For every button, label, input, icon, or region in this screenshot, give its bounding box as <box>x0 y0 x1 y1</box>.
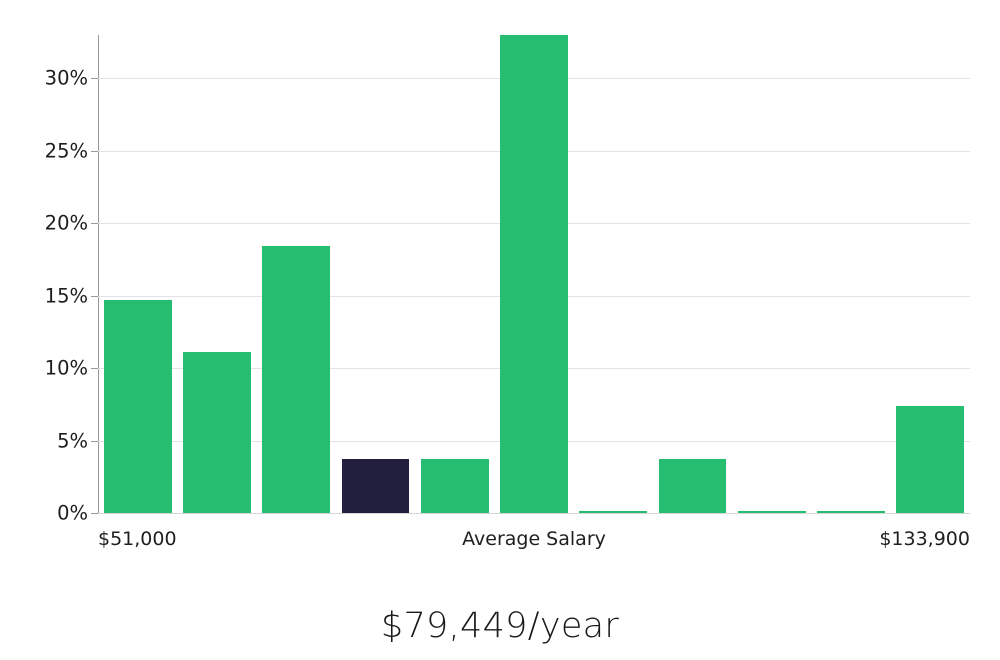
y-axis-line <box>98 35 99 514</box>
y-axis-tick-label: 10% <box>44 356 88 380</box>
y-axis-tick-label: 25% <box>44 139 88 163</box>
y-axis-tick-label: 30% <box>44 66 88 90</box>
average-salary-caption: $79,449/year <box>380 606 620 646</box>
plot-area <box>91 35 970 514</box>
bar <box>341 459 410 513</box>
bar <box>579 510 648 513</box>
y-axis-tick <box>91 150 98 152</box>
y-axis-tick-label: 0% <box>57 501 88 525</box>
y-axis-tick <box>91 78 98 80</box>
bar <box>103 300 172 513</box>
bar <box>817 510 885 513</box>
y-axis-tick <box>91 368 98 370</box>
x-axis-label-min: $51,000 <box>98 528 177 550</box>
y-axis-tick-label: 5% <box>57 429 88 453</box>
y-axis-tick <box>91 223 98 225</box>
x-axis-line <box>98 513 970 514</box>
bar <box>183 352 251 513</box>
bar <box>658 459 727 513</box>
x-axis-label-max: $133,900 <box>879 528 970 550</box>
y-axis-tick <box>91 440 98 442</box>
y-axis-tick <box>91 295 98 297</box>
bar <box>262 246 331 513</box>
y-axis-tick <box>91 513 98 514</box>
bar <box>420 459 489 513</box>
bar <box>500 35 568 513</box>
y-axis-tick-label: 15% <box>44 284 88 308</box>
x-axis-label-center: Average Salary <box>462 528 606 550</box>
bar <box>737 510 806 513</box>
y-axis-tick-label: 20% <box>44 211 88 235</box>
bar <box>896 405 965 513</box>
